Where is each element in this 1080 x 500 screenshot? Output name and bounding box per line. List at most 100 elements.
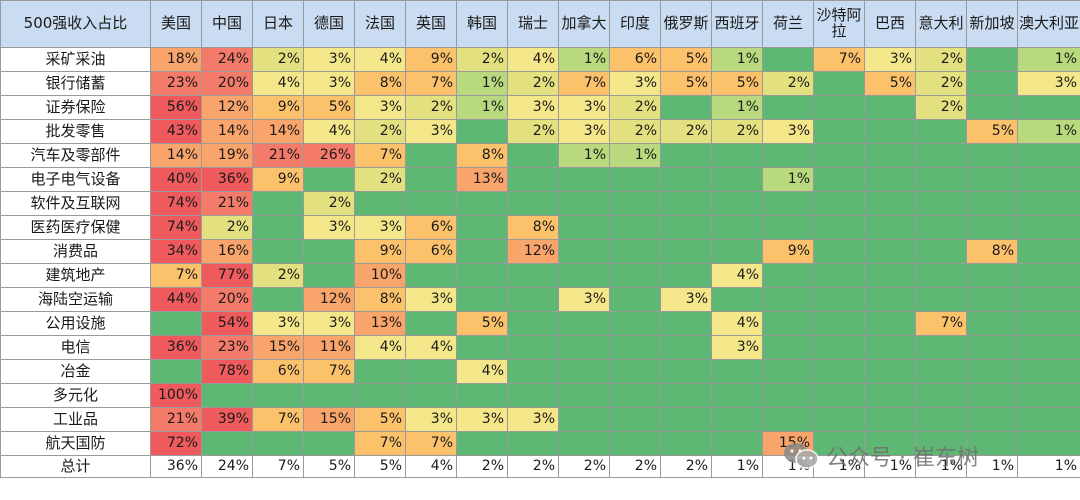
total-cell: 7% [252,455,304,478]
value-cell [456,215,508,240]
value-cell: 21% [150,407,202,432]
value-cell [966,311,1018,336]
value-cell: 9% [252,167,304,192]
value-cell: 3% [354,215,406,240]
value-cell [711,407,763,432]
value-cell [813,215,865,240]
value-cell: 5% [303,95,355,120]
value-cell: 2% [609,119,661,144]
value-cell [558,335,610,360]
value-cell: 1% [609,143,661,168]
total-cell: 5% [354,455,406,478]
value-cell [864,167,916,192]
value-cell: 7% [252,407,304,432]
value-cell: 1% [558,47,610,72]
value-cell [609,407,661,432]
country-header: 荷兰 [762,0,814,48]
value-cell [915,335,967,360]
value-cell: 3% [456,407,508,432]
value-cell [711,191,763,216]
total-cell: 2% [456,455,508,478]
value-cell [456,335,508,360]
value-cell [864,119,916,144]
value-cell: 14% [201,119,253,144]
value-cell [711,431,763,456]
value-cell [915,359,967,384]
value-cell [864,287,916,312]
value-cell: 21% [201,191,253,216]
country-header: 澳大利亚 [1017,0,1080,48]
value-cell [915,215,967,240]
value-cell [456,383,508,408]
total-label: 总计 [0,455,151,478]
value-cell [813,167,865,192]
value-cell: 3% [507,407,559,432]
value-cell [1017,383,1080,408]
value-cell [405,191,457,216]
value-cell: 12% [507,239,559,264]
value-cell: 24% [201,47,253,72]
value-cell [813,119,865,144]
value-cell [915,287,967,312]
value-cell: 3% [558,95,610,120]
value-cell [609,239,661,264]
value-cell: 11% [303,335,355,360]
value-cell: 2% [405,95,457,120]
value-cell: 9% [762,239,814,264]
value-cell [354,191,406,216]
value-cell [966,167,1018,192]
value-cell: 2% [252,263,304,288]
value-cell [252,287,304,312]
country-header: 中国 [201,0,253,48]
value-cell: 23% [201,335,253,360]
value-cell [558,215,610,240]
total-cell: 2% [507,455,559,478]
value-cell: 8% [966,239,1018,264]
table-row: 医药医疗保健 74% 2% 3% 3% 6% 8% [0,215,1080,240]
value-cell: 3% [405,407,457,432]
value-cell [609,359,661,384]
value-cell: 3% [711,335,763,360]
value-cell: 7% [303,359,355,384]
row-label: 电信 [0,335,151,360]
value-cell [660,431,712,456]
value-cell [1017,287,1080,312]
value-cell [405,359,457,384]
value-cell: 5% [660,71,712,96]
value-cell: 20% [201,287,253,312]
value-cell [1017,263,1080,288]
value-cell [915,191,967,216]
value-cell [558,263,610,288]
value-cell [711,287,763,312]
value-cell: 14% [150,143,202,168]
row-label: 电子电气设备 [0,167,151,192]
value-cell [558,383,610,408]
value-cell [762,383,814,408]
value-cell [1017,407,1080,432]
value-cell [966,47,1018,72]
table-row: 银行储蓄 23% 20% 4% 3% 8% 7% 1% 2% 7% 3% 5% 5% 2% 5% 2% 3% [0,71,1080,96]
value-cell: 2% [660,119,712,144]
value-cell [660,407,712,432]
value-cell: 5% [864,71,916,96]
value-cell [813,431,865,456]
value-cell: 23% [150,71,202,96]
value-cell [813,311,865,336]
country-header: 巴西 [864,0,916,48]
value-cell [813,335,865,360]
value-cell: 3% [507,95,559,120]
corner-label: 500强收入占比 [0,0,151,48]
value-cell: 4% [252,71,304,96]
country-header: 俄罗斯 [660,0,712,48]
value-cell [303,263,355,288]
value-cell: 8% [456,143,508,168]
value-cell: 3% [303,215,355,240]
table-row: 批发零售 43% 14% 14% 4% 2% 3% 2% 3% 2% 2% 2% 3% 5% 1% [0,119,1080,144]
value-cell [966,287,1018,312]
total-cell: 4% [405,455,457,478]
value-cell: 7% [354,431,406,456]
value-cell [762,191,814,216]
value-cell [660,215,712,240]
value-cell: 7% [405,431,457,456]
value-cell [813,263,865,288]
